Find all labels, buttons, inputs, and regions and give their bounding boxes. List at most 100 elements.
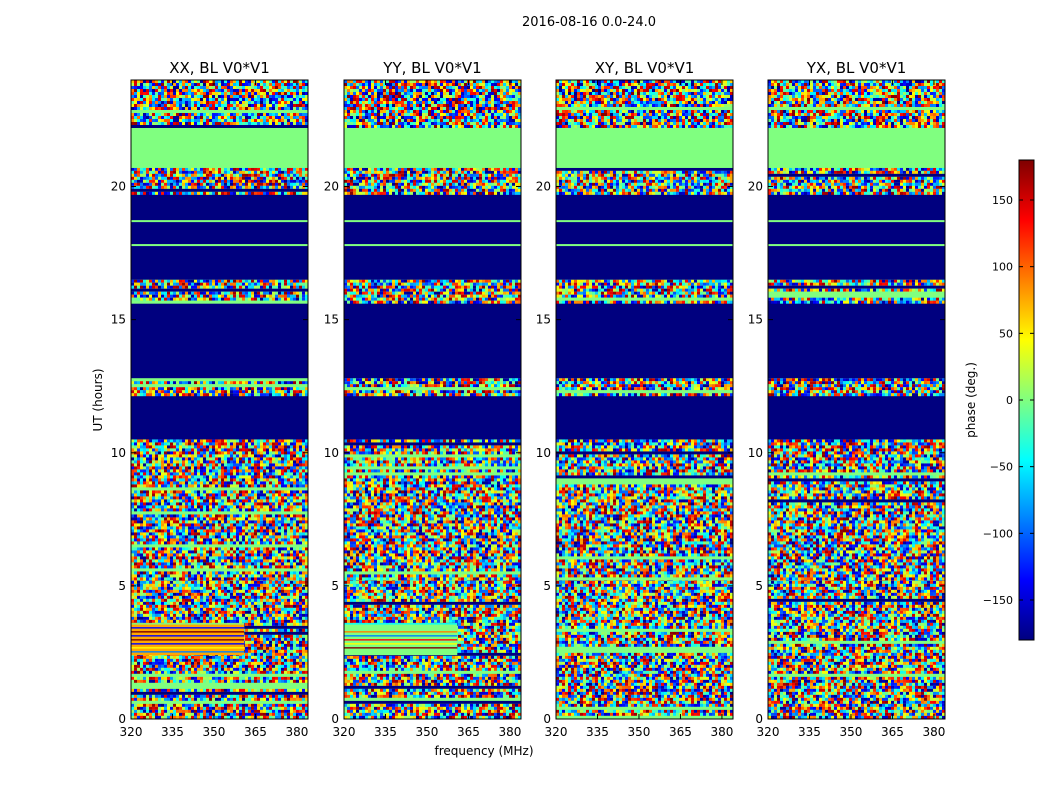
colorbar: 150 100 50 0 −50 −100 −150 — [983, 159, 1035, 641]
y-tick-label: 0 — [331, 712, 339, 726]
colorbar-tick-label: −150 — [983, 594, 1013, 607]
panel-4: YX, BL V0*V1 320 335 350 365 380 0 5 10 15 20 — [748, 59, 946, 739]
y-tick-label: 5 — [755, 579, 763, 593]
region-flagged — [768, 194, 945, 280]
panel-title: XX, BL V0*V1 — [169, 59, 270, 77]
y-tick-label: 10 — [324, 446, 339, 460]
y-tick-label: 10 — [536, 446, 551, 460]
x-tick-label: 320 — [757, 725, 780, 739]
x-tick-label: 350 — [203, 725, 226, 739]
region-noisy — [768, 439, 945, 581]
region-noisy — [131, 80, 308, 128]
panel-title: XY, BL V0*V1 — [595, 59, 695, 77]
y-tick-label: 20 — [536, 180, 551, 194]
region-noisy — [768, 80, 945, 128]
region-flagged — [556, 194, 733, 280]
region-noisy-stripes — [131, 378, 308, 397]
region-noisy-stripes — [344, 378, 521, 397]
x-tick-label: 350 — [840, 725, 863, 739]
colorbar-label: phase (deg.) — [964, 362, 978, 438]
panel-frame — [555, 79, 734, 720]
panel-frame — [343, 79, 522, 720]
region-noisy-stripes — [556, 378, 733, 397]
x-tick-label: 320 — [545, 725, 568, 739]
x-tick-label: 350 — [416, 725, 439, 739]
region-flagged — [131, 194, 308, 280]
region-band — [131, 623, 245, 656]
x-tick-label: 365 — [244, 725, 267, 739]
stripe-line — [556, 244, 733, 247]
region-noisy-stripes — [768, 378, 945, 397]
stripe-line — [344, 220, 521, 223]
y-tick-label: 15 — [111, 313, 126, 327]
region-noisy-stripes — [131, 167, 308, 195]
region-noisy — [131, 439, 308, 581]
panel-title: YY, BL V0*V1 — [382, 59, 481, 77]
region-noisy-stripes — [768, 279, 945, 304]
stripe-line — [131, 244, 308, 247]
x-tick-label: 365 — [669, 725, 692, 739]
heatmap-image — [768, 80, 945, 719]
region-flagged — [768, 300, 945, 379]
y-tick-label: 15 — [748, 313, 763, 327]
panel-title: YX, BL V0*V1 — [806, 59, 907, 77]
x-tick-label: 320 — [120, 725, 143, 739]
y-tick-label: 20 — [324, 180, 339, 194]
region-flagged — [344, 194, 521, 280]
y-tick-label: 0 — [755, 712, 763, 726]
region-noisy-stripes — [344, 167, 521, 195]
stripe-line — [344, 244, 521, 247]
y-tick-label: 20 — [748, 180, 763, 194]
colorbar-tick-label: 50 — [999, 327, 1013, 340]
colorbar-tick-label: −100 — [983, 527, 1013, 540]
y-tick-label: 5 — [331, 579, 339, 593]
region-band — [344, 623, 458, 656]
region-flagged — [344, 300, 521, 379]
colorbar-tick-label: −50 — [990, 461, 1013, 474]
x-tick-label: 380 — [285, 725, 308, 739]
colorbar-tick-label: 100 — [992, 261, 1013, 274]
x-tick-label: 380 — [710, 725, 733, 739]
y-tick-label: 0 — [543, 712, 551, 726]
colorbar-tick-label: 150 — [992, 194, 1013, 207]
x-tick-label: 335 — [586, 725, 609, 739]
panel-1: XX, BL V0*V1 320 335 350 365 380 0 5 10 15 20 — [111, 59, 309, 739]
region-noisy-stripes — [131, 279, 308, 304]
figure-suptitle: 2016-08-16 0.0-24.0 — [522, 15, 656, 30]
region-flagged — [131, 394, 308, 440]
region-noisy-stripes — [344, 279, 521, 304]
stripe-line — [768, 220, 945, 223]
x-tick-label: 350 — [628, 725, 651, 739]
x-tick-label: 335 — [161, 725, 184, 739]
region-flat-green — [556, 127, 733, 168]
stripe-line — [768, 244, 945, 247]
x-tick-label: 380 — [498, 725, 521, 739]
x-tick-label: 320 — [333, 725, 356, 739]
region-flat-green — [768, 127, 945, 168]
region-flagged — [131, 300, 308, 379]
region-noisy — [344, 439, 521, 581]
colorbar-tick-label: 0 — [1006, 394, 1013, 407]
region-flat-green — [344, 127, 521, 168]
stripe-line — [131, 220, 308, 223]
panels-group: XX, BL V0*V1 320 335 350 365 380 0 5 10 15 20 YY, B… — [111, 59, 946, 739]
heatmap-image — [131, 80, 308, 719]
x-axis-label: frequency (MHz) — [434, 744, 533, 758]
region-flagged — [344, 394, 521, 440]
x-tick-label: 335 — [798, 725, 821, 739]
region-noisy — [556, 577, 733, 719]
x-tick-label: 380 — [922, 725, 945, 739]
region-noisy-stripes — [768, 167, 945, 195]
y-tick-label: 0 — [118, 712, 126, 726]
panel-frame — [767, 79, 946, 720]
y-tick-label: 5 — [543, 579, 551, 593]
region-noisy-stripes — [556, 167, 733, 195]
region-noisy — [556, 439, 733, 581]
stripe-line — [556, 220, 733, 223]
y-tick-label: 10 — [111, 446, 126, 460]
y-tick-label: 5 — [118, 579, 126, 593]
y-tick-label: 15 — [536, 313, 551, 327]
x-tick-label: 365 — [457, 725, 480, 739]
y-tick-label: 20 — [111, 180, 126, 194]
